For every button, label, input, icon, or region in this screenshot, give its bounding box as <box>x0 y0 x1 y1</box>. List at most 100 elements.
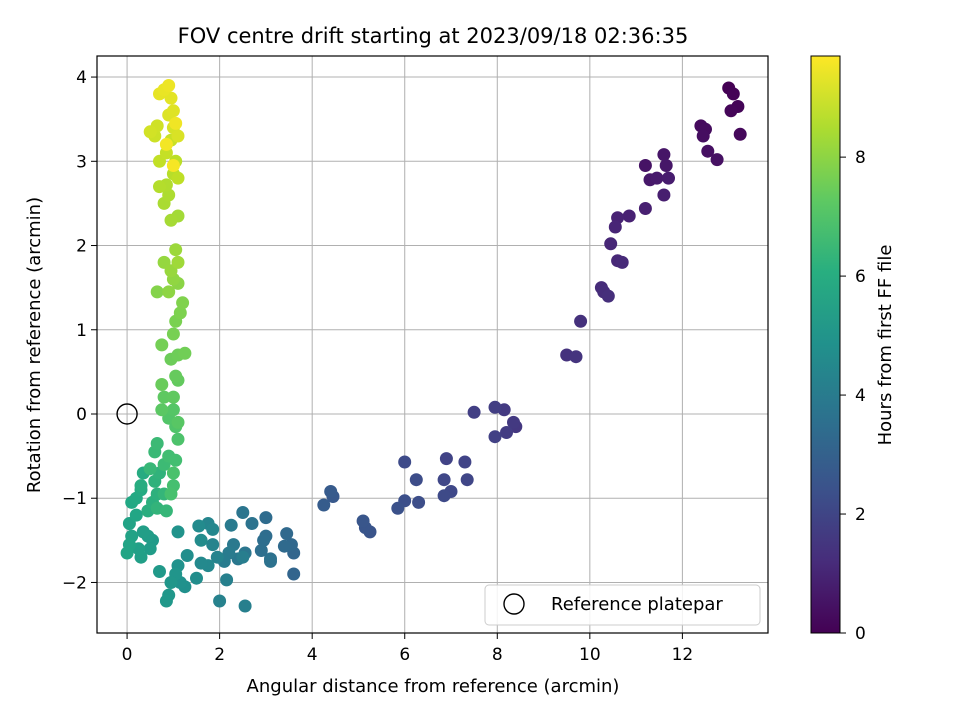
data-point <box>574 314 588 328</box>
data-point <box>159 137 173 151</box>
data-point <box>120 546 134 560</box>
data-point <box>601 289 615 303</box>
data-point <box>169 116 183 130</box>
legend-box <box>484 584 761 626</box>
colorbar: 0 2 4 6 8 Hours from first FF file <box>810 55 896 644</box>
data-point <box>724 104 738 118</box>
data-point <box>171 415 185 429</box>
scatter-points <box>120 79 747 613</box>
data-point <box>317 498 331 512</box>
data-point <box>164 576 178 589</box>
data-point <box>192 519 206 533</box>
data-point <box>220 573 234 587</box>
data-point <box>171 129 185 143</box>
data-point <box>608 220 622 234</box>
data-point <box>162 79 176 92</box>
data-point <box>166 159 180 172</box>
data-point <box>210 550 224 564</box>
data-point <box>129 508 143 522</box>
data-point <box>159 594 173 608</box>
data-point <box>437 489 451 503</box>
y-tick-label: 2 <box>76 237 87 257</box>
data-point <box>166 390 180 404</box>
data-point <box>194 533 208 547</box>
x-tick-label: 12 <box>672 645 694 665</box>
x-tick-label: 6 <box>399 645 410 665</box>
data-point <box>659 159 673 172</box>
data-point <box>169 369 183 383</box>
data-point <box>153 180 166 194</box>
data-point <box>638 202 652 215</box>
y-tick-label: 3 <box>76 152 87 172</box>
data-point <box>213 594 227 608</box>
data-point <box>622 209 636 223</box>
data-point <box>159 504 173 518</box>
data-point <box>157 390 171 404</box>
grid-lines <box>97 56 768 633</box>
data-point <box>412 495 426 509</box>
data-point <box>171 255 185 269</box>
legend-entry-reference-platepar: Reference platepar <box>551 594 723 615</box>
colorbar-tick-label: 8 <box>855 148 866 168</box>
data-point <box>398 455 412 469</box>
data-point <box>164 487 178 501</box>
data-point <box>710 153 724 167</box>
data-point <box>171 171 185 185</box>
data-point <box>173 306 187 320</box>
data-point <box>391 501 405 515</box>
reference-platepar-marker <box>116 403 138 425</box>
data-point <box>190 571 203 585</box>
data-point <box>155 338 169 352</box>
y-tick-label: −1 <box>62 489 87 509</box>
colorbar-tick-label: 6 <box>855 267 866 287</box>
data-point <box>662 171 675 185</box>
data-point <box>638 159 652 172</box>
data-point <box>169 453 183 467</box>
data-point <box>696 129 710 143</box>
data-point <box>264 554 277 568</box>
data-point <box>136 525 150 539</box>
data-point <box>164 213 178 227</box>
colorbar-ticks: 0 2 4 6 8 <box>840 148 866 644</box>
data-point <box>155 403 169 417</box>
reference-marker <box>116 403 138 425</box>
data-point <box>500 426 513 439</box>
data-point <box>169 243 183 257</box>
data-point <box>206 522 220 536</box>
data-point <box>277 539 291 553</box>
data-point <box>171 432 185 446</box>
data-point <box>460 473 474 487</box>
data-point <box>143 125 157 139</box>
data-point <box>439 452 453 466</box>
data-point <box>236 550 250 564</box>
y-axis-ticks: −2 −1 0 1 2 3 4 <box>62 68 97 593</box>
legend: Reference platepar <box>484 584 761 626</box>
data-point <box>224 518 238 532</box>
axes-frame <box>96 55 769 634</box>
x-tick-label: 8 <box>492 645 503 665</box>
data-point <box>238 599 252 613</box>
data-point <box>254 544 268 557</box>
colorbar-tick-label: 2 <box>855 505 866 525</box>
x-axis-ticks: 0 2 4 6 8 10 12 <box>122 633 694 665</box>
data-point <box>166 403 180 417</box>
colorbar-tick-label: 0 <box>855 624 866 644</box>
x-tick-label: 2 <box>214 645 225 665</box>
data-point <box>143 462 157 476</box>
y-axis-label: Rotation from reference (arcmin) <box>24 197 45 493</box>
data-point <box>650 171 664 185</box>
y-tick-label: −2 <box>62 573 87 593</box>
legend-reference-marker <box>503 593 525 615</box>
x-tick-label: 10 <box>579 645 601 665</box>
data-point <box>437 473 451 487</box>
data-point <box>615 255 629 269</box>
data-point <box>507 415 520 429</box>
data-point <box>176 296 190 310</box>
data-point <box>257 533 271 547</box>
data-point <box>143 542 157 556</box>
y-tick-label: 0 <box>76 405 87 425</box>
data-point <box>356 514 370 528</box>
data-point <box>245 517 259 530</box>
data-point <box>236 506 250 519</box>
